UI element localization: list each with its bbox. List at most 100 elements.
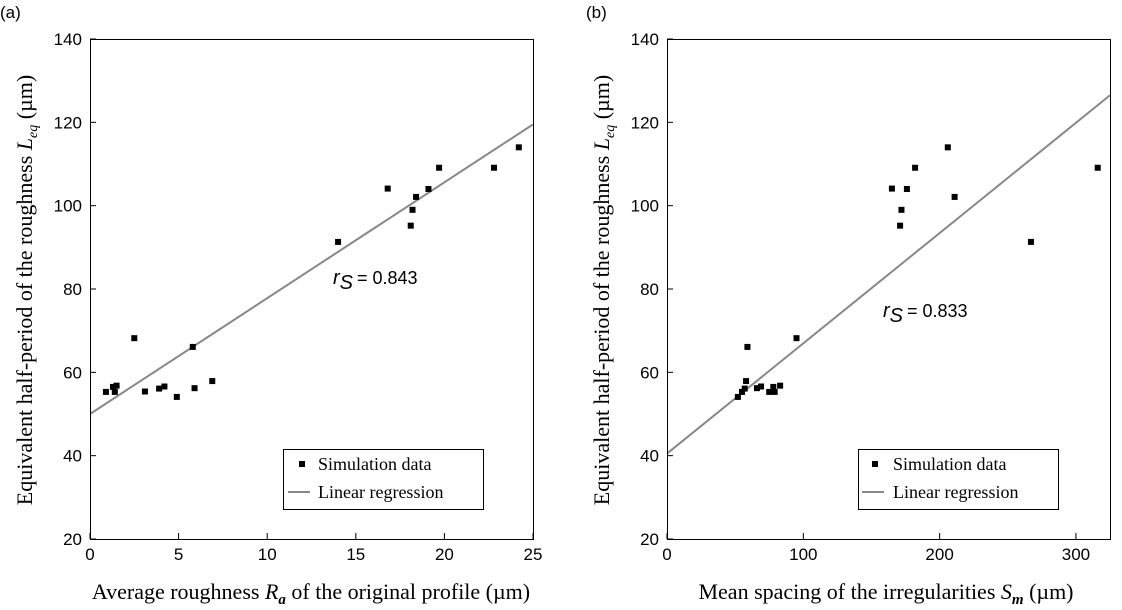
panel-b-data-point-8 [770, 383, 777, 390]
panel-b-data-point-11 [793, 335, 800, 342]
panel-a-y-tick-label-2: 60 [63, 363, 82, 382]
panel-a-data-point-13 [384, 185, 391, 192]
panel-b-data-point-5 [753, 385, 760, 392]
panel-a-x-axis-label-symbol: R [264, 579, 279, 604]
panel-b-data-point-3 [743, 378, 750, 385]
panel-a-x-tick-label-0: 0 [85, 545, 94, 564]
panel-b-x-tick-label-3: 300 [1062, 545, 1090, 564]
panel-b-y-axis-label-subscript: eq [603, 125, 618, 138]
panel-b-x-axis-label-part1: Mean spacing of the irregularities [698, 579, 1000, 604]
panel-b: (b) 0 100 200 300 20 40 60 80 100 120 140 Mean spa… [586, 3, 1111, 608]
panel-b-marks [667, 94, 1110, 455]
panel-a-y-axis-label-part1: Equivalent half-period of the roughness [12, 150, 37, 505]
panel-a-correlation-subscript: S [340, 272, 354, 294]
panel-b-x-tick-label-1: 100 [789, 545, 817, 564]
panel-a-x-tick-label-3: 15 [346, 545, 365, 564]
panel-b-y-tick-label-2: 60 [640, 363, 659, 382]
panel-b-x-axis-label-part2: (µm) [1024, 579, 1074, 604]
panel-a-data-point-6 [156, 385, 163, 392]
panel-a-data-point-1 [110, 383, 117, 390]
panel-b-x-tick-label-0: 0 [662, 545, 671, 564]
panel-a-legend-box [283, 449, 484, 510]
panel-b-y-tick-label-6: 140 [631, 30, 659, 49]
panel-b-x-axis-label: Mean spacing of the irregularities Sm (µ… [698, 579, 1073, 608]
panel-a-data-point-11 [209, 378, 216, 385]
panel-a-marks [90, 123, 533, 415]
panel-a-data-point-19 [491, 164, 498, 171]
panel-a-data-point-3 [113, 382, 120, 389]
panel-a-data-point-5 [141, 388, 148, 395]
panel-b-x-axis-label-subscript: m [1012, 592, 1024, 608]
panel-a-x-tick-label-4: 20 [435, 545, 454, 564]
panel-b-y-tick-label-1: 40 [640, 447, 659, 466]
panel-b-y-tick-label-5: 120 [631, 113, 659, 132]
panel-b-legend-scatter-label: Simulation data [893, 454, 1006, 474]
panel-b-data-point-2 [741, 385, 748, 392]
panel-a-y-axis-label-part2: (µm) [12, 75, 37, 125]
panel-b-correlation-subscript: S [890, 305, 904, 327]
panel-b-data-point-6 [758, 383, 765, 390]
panel-b-data-point-17 [944, 144, 951, 151]
panel-b-data-point-1 [738, 388, 745, 395]
panel-a-data-point-14 [407, 222, 414, 229]
panel-b-data-point-15 [903, 186, 910, 192]
panel-b-legend-box [858, 449, 1059, 510]
panel-a-correlation-symbol: r [333, 267, 341, 289]
panel-b-y-axis-label-part2: (µm) [589, 75, 614, 125]
panel-a-x-tick-label-5: 25 [524, 545, 543, 564]
panel-b-legend: Simulation data Linear regression [858, 449, 1059, 510]
panel-a-data-point-4 [131, 335, 138, 342]
panel-a-x-axis-label-subscript: a [278, 592, 286, 608]
panel-b-y-axis-label: Equivalent half-period of the roughness … [589, 75, 618, 505]
panel-b-y-tick-label-4: 100 [631, 197, 659, 216]
panel-b-y-tick-label-0: 20 [640, 530, 659, 549]
panel-b-data-point-13 [897, 222, 904, 229]
panel-b-label: (b) [586, 3, 607, 22]
panel-a-data-point-20 [515, 144, 522, 151]
panel-a-data-point-9 [189, 343, 196, 350]
panel-a-regression-line [90, 123, 533, 415]
panel-a-y-tick-label-4: 100 [54, 197, 82, 216]
panel-b-data-point-10 [777, 382, 784, 389]
panel-a-y-axis-label: Equivalent half-period of the roughness … [12, 75, 41, 505]
panel-b-y-tick-label-3: 80 [640, 280, 659, 299]
panel-a-x-axis-label-part1: Average roughness [92, 579, 265, 604]
panel-b-correlation-value: = 0.833 [907, 301, 968, 321]
panel-a-y-axis-label-subscript: eq [26, 125, 41, 138]
panel-a-correlation-label: rS = 0.843 [333, 267, 418, 294]
panel-a-legend-line-label: Linear regression [318, 482, 443, 502]
panel-a-y-tick-label-1: 40 [63, 447, 82, 466]
panel-b-y-axis-label-part1: Equivalent half-period of the roughness [589, 150, 614, 505]
panel-b-data-point-16 [912, 164, 919, 171]
panel-a-legend-scatter-label: Simulation data [318, 454, 431, 474]
panel-a-data-point-12 [335, 238, 342, 245]
panel-a-data-point-7 [161, 383, 168, 390]
panel-a-data-point-10 [191, 385, 198, 392]
panel-a-legend-scatter-marker [299, 461, 305, 467]
panel-b-legend-line-label: Linear regression [893, 482, 1018, 502]
panel-b-data-point-14 [898, 206, 905, 213]
panel-a-x-tick-label-1: 5 [174, 545, 183, 564]
panel-a-y-tick-label-3: 80 [63, 280, 82, 299]
panel-b-x-tick-label-2: 200 [925, 545, 953, 564]
panel-a-data-point-16 [413, 193, 420, 200]
panel-a-y-tick-label-0: 20 [63, 530, 82, 549]
panel-a-data-point-0 [102, 388, 109, 395]
panel-b-ticks: 0 100 200 300 20 40 60 80 100 120 140 [631, 30, 1090, 564]
panel-b-correlation-label: rS = 0.833 [883, 300, 968, 327]
panel-b-data-point-19 [1027, 238, 1034, 245]
panel-b-data-point-7 [766, 388, 773, 395]
panel-b-data-point-18 [951, 193, 958, 200]
panel-a-x-tick-label-2: 10 [258, 545, 277, 564]
panel-a-data-point-15 [409, 206, 416, 213]
panel-b-data-point-9 [771, 388, 778, 395]
panel-a: (a) 0 5 10 15 20 25 20 40 60 80 100 120 140 Average … [0, 3, 542, 608]
panel-a-correlation-value: = 0.843 [357, 268, 418, 288]
panel-a-x-axis-label: Average roughness Ra of the original pro… [92, 579, 530, 608]
panel-a-y-tick-label-5: 120 [54, 113, 82, 132]
panel-a-data-point-2 [111, 388, 118, 395]
panel-b-x-axis-label-symbol: S [1001, 579, 1012, 604]
panel-b-data-point-12 [888, 185, 895, 192]
panel-a-y-axis-label-symbol: L [12, 138, 37, 151]
